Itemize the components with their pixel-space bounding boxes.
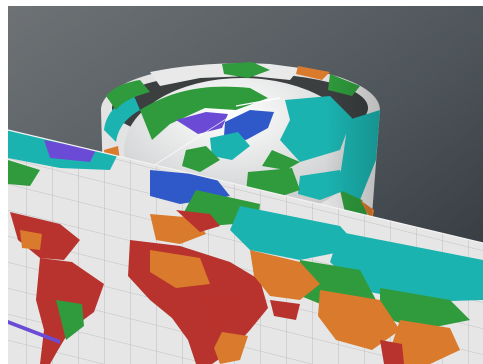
top-border [0, 0, 483, 6]
left-border [0, 0, 8, 364]
cylinder-projection [101, 62, 380, 238]
